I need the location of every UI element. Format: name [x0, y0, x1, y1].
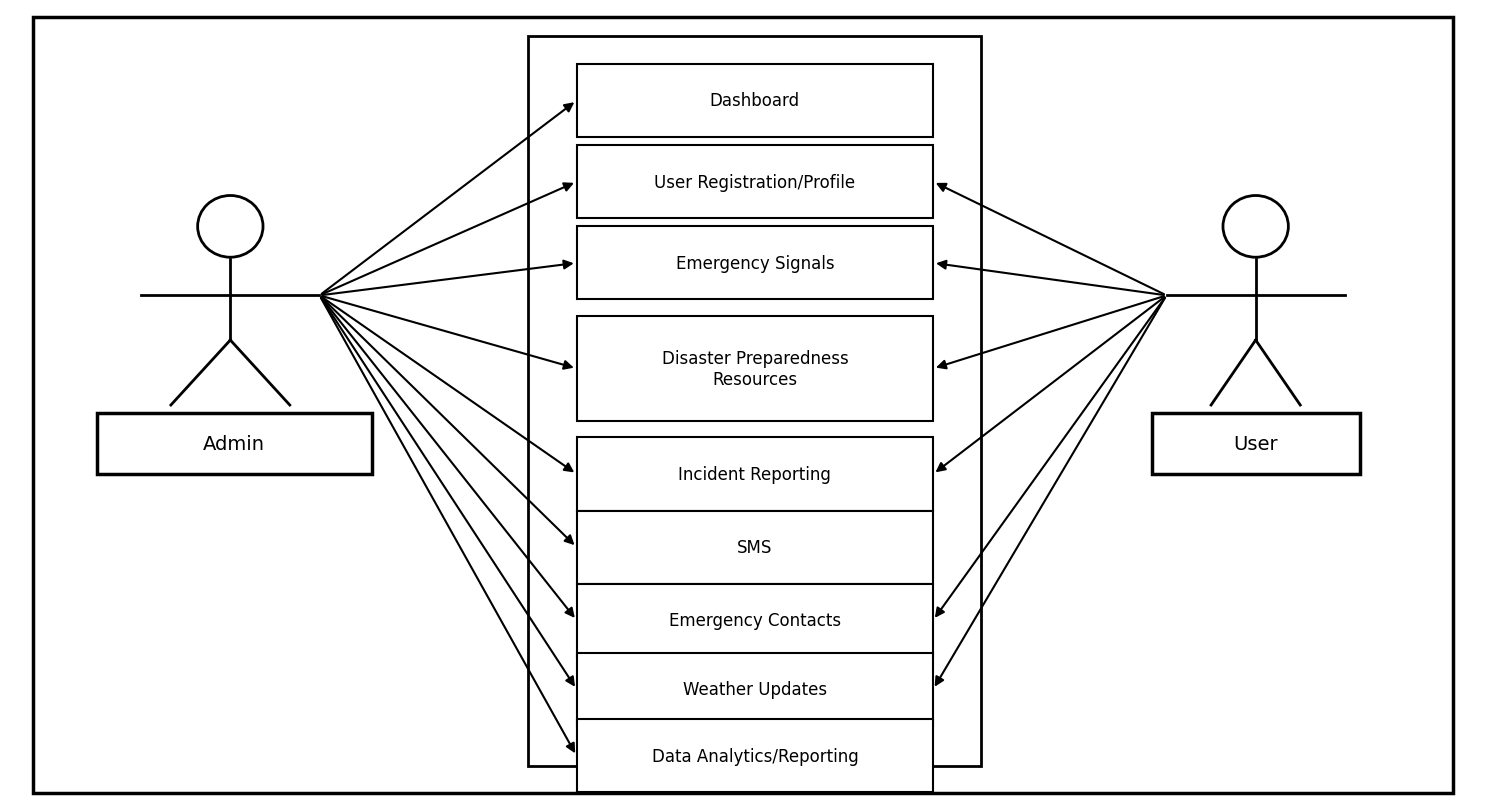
- Text: Admin: Admin: [204, 435, 265, 453]
- Bar: [577, 511, 933, 584]
- Ellipse shape: [198, 196, 263, 258]
- Bar: [528, 36, 981, 766]
- Text: Emergency Contacts: Emergency Contacts: [669, 611, 841, 629]
- Ellipse shape: [1223, 196, 1288, 258]
- Bar: [577, 719, 933, 792]
- Text: SMS: SMS: [737, 539, 773, 556]
- Bar: [577, 316, 933, 422]
- Bar: [577, 438, 933, 511]
- Text: Dashboard: Dashboard: [710, 92, 799, 110]
- Text: Disaster Preparedness
Resources: Disaster Preparedness Resources: [661, 350, 849, 388]
- Text: Data Analytics/Reporting: Data Analytics/Reporting: [651, 747, 859, 765]
- Bar: [577, 227, 933, 300]
- Bar: [577, 146, 933, 219]
- Bar: [577, 65, 933, 138]
- Bar: [97, 414, 372, 474]
- Text: User Registration/Profile: User Registration/Profile: [654, 174, 856, 191]
- Text: Incident Reporting: Incident Reporting: [679, 466, 831, 483]
- Text: User: User: [1233, 435, 1278, 453]
- Bar: [1152, 414, 1360, 474]
- Text: Weather Updates: Weather Updates: [684, 680, 826, 698]
- Text: Emergency Signals: Emergency Signals: [676, 255, 834, 272]
- Bar: [577, 584, 933, 657]
- Bar: [577, 653, 933, 726]
